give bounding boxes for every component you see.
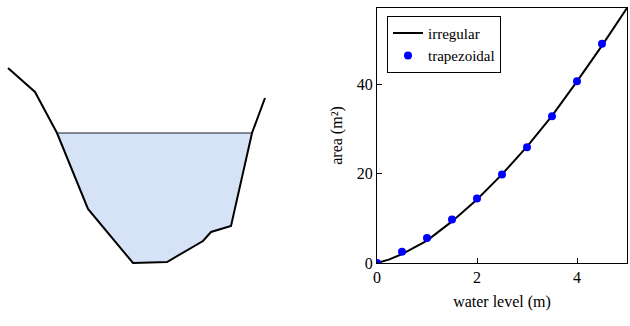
svg-text:0: 0 [373, 269, 381, 286]
svg-text:40: 40 [357, 76, 373, 93]
svg-text:20: 20 [357, 165, 373, 182]
svg-text:4: 4 [573, 269, 581, 286]
svg-text:water level (m): water level (m) [453, 293, 551, 311]
svg-text:trapezoidal: trapezoidal [428, 48, 495, 64]
svg-text:2: 2 [473, 269, 481, 286]
svg-text:irregular: irregular [428, 26, 480, 42]
svg-text:0: 0 [365, 255, 373, 272]
svg-text:area (m²): area (m²) [328, 106, 346, 165]
